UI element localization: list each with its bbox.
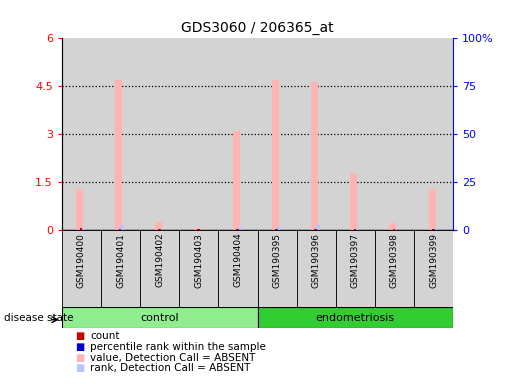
Title: GDS3060 / 206365_at: GDS3060 / 206365_at [181, 21, 334, 35]
Bar [414, 38, 453, 230]
Bar [297, 230, 336, 307]
Bar [432, 229, 435, 230]
Bar [62, 307, 258, 328]
Bar [62, 38, 101, 230]
Text: GSM190399: GSM190399 [429, 233, 438, 288]
Text: ■: ■ [75, 353, 84, 362]
Bar [354, 228, 359, 230]
Bar [179, 230, 218, 307]
Text: ■: ■ [75, 331, 84, 341]
Text: value, Detection Call = ABSENT: value, Detection Call = ABSENT [90, 353, 255, 362]
Bar [375, 38, 414, 230]
Text: count: count [90, 331, 119, 341]
Text: control: control [140, 313, 179, 323]
Bar [258, 230, 297, 307]
Text: ■: ■ [75, 363, 84, 373]
Bar [258, 307, 453, 328]
Bar [140, 38, 179, 230]
Bar [62, 230, 101, 307]
Text: percentile rank within the sample: percentile rank within the sample [90, 342, 266, 352]
Bar [80, 228, 82, 230]
Bar [350, 173, 357, 230]
Text: disease state: disease state [4, 313, 74, 323]
Bar [233, 131, 240, 230]
Bar [258, 38, 297, 230]
Text: GSM190396: GSM190396 [312, 233, 321, 288]
Text: GSM190395: GSM190395 [272, 233, 282, 288]
Bar [101, 38, 140, 230]
Text: GSM190403: GSM190403 [194, 233, 203, 288]
Text: GSM190398: GSM190398 [390, 233, 399, 288]
Text: GSM190402: GSM190402 [155, 233, 164, 288]
Bar [218, 230, 258, 307]
Bar [115, 80, 123, 230]
Bar [194, 228, 201, 230]
Bar [414, 230, 453, 307]
Bar [433, 228, 438, 230]
Bar [154, 222, 162, 230]
Bar [237, 227, 242, 230]
Bar [276, 227, 281, 230]
Bar [101, 230, 140, 307]
Bar [315, 229, 317, 230]
Bar [375, 230, 414, 307]
Bar [179, 38, 218, 230]
Text: GSM190401: GSM190401 [116, 233, 125, 288]
Bar [393, 229, 396, 230]
Bar [336, 38, 375, 230]
Text: GSM190404: GSM190404 [233, 233, 243, 288]
Bar [76, 189, 83, 230]
Bar [272, 80, 279, 230]
Bar [336, 230, 375, 307]
Bar [276, 229, 278, 230]
Bar [354, 229, 356, 230]
Text: GSM190400: GSM190400 [77, 233, 86, 288]
Bar [119, 225, 125, 230]
Bar [311, 81, 318, 230]
Bar [315, 225, 320, 230]
Bar [389, 223, 397, 230]
Bar [197, 229, 200, 230]
Text: endometriosis: endometriosis [316, 313, 395, 323]
Text: rank, Detection Call = ABSENT: rank, Detection Call = ABSENT [90, 363, 250, 373]
Bar [236, 229, 239, 230]
Bar [297, 38, 336, 230]
Bar [428, 189, 436, 230]
Text: ■: ■ [75, 342, 84, 352]
Bar [119, 229, 122, 230]
Bar [218, 38, 258, 230]
Bar [80, 228, 85, 230]
Bar [140, 230, 179, 307]
Text: GSM190397: GSM190397 [351, 233, 360, 288]
Bar [158, 229, 161, 230]
